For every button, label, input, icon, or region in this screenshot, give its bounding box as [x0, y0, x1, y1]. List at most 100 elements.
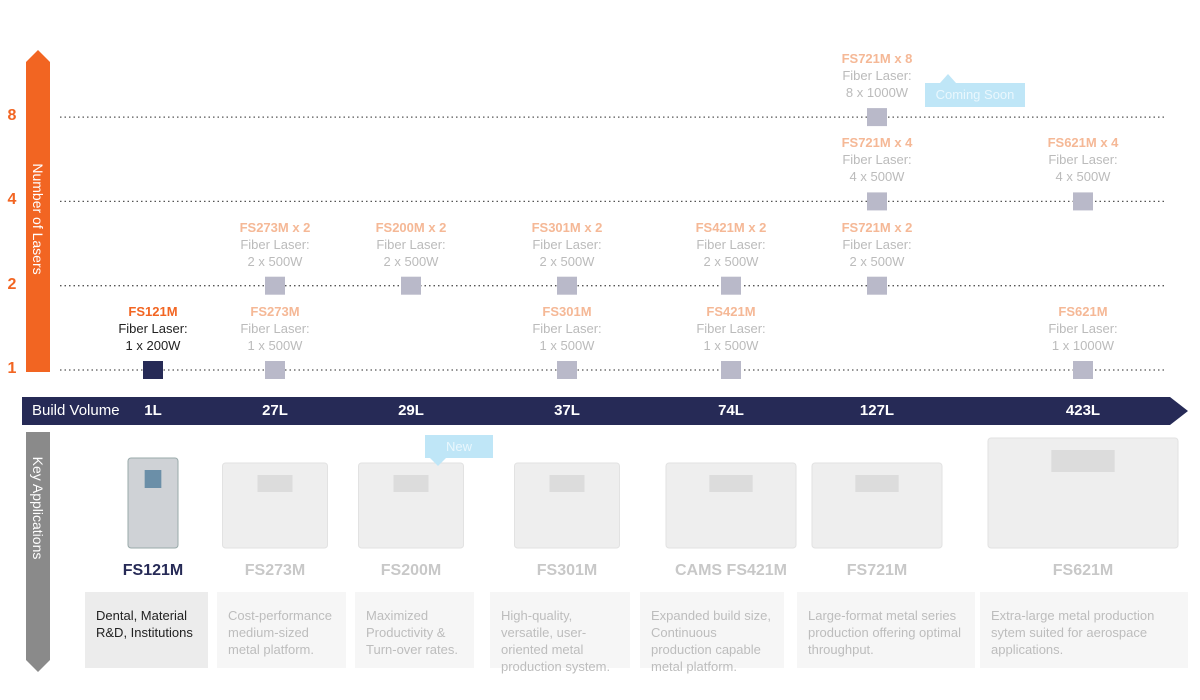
- product-description: Dental, Material R&D, Institutions: [85, 592, 208, 668]
- build-volume: 74L: [718, 402, 744, 419]
- laser-marker: [721, 276, 741, 295]
- config-name: FS621M x 4: [1047, 135, 1119, 151]
- config-name: FS301M: [542, 304, 592, 319]
- product-name: FS621M: [1052, 562, 1114, 579]
- laser-type: Fiber Laser:: [118, 321, 188, 336]
- product-description: High-quality, versatile, user-oriented m…: [490, 592, 630, 674]
- product-name: FS200M: [380, 562, 442, 579]
- product-description: Extra-large metal production sytem suite…: [980, 592, 1188, 668]
- config-label: FS273M x 2 Fiber Laser: 2 x 500W: [205, 219, 345, 270]
- product-image: [222, 462, 328, 549]
- config-name: FS421M x 2: [695, 219, 767, 235]
- product-screen: [549, 475, 585, 492]
- config-name: FS721M x 2: [841, 219, 913, 235]
- coming-soon-badge: [925, 74, 1025, 107]
- laser-marker: [1073, 192, 1093, 211]
- build-volume-arrow: [22, 397, 1188, 425]
- product-screen: [257, 475, 293, 492]
- build-volume: 29L: [398, 402, 424, 419]
- product-image: [358, 462, 464, 549]
- y-tick-label: 8: [7, 107, 17, 125]
- new-text: New: [445, 439, 472, 454]
- product-images: [127, 437, 1179, 549]
- build-volume: 1L: [144, 402, 162, 419]
- laser-type: Fiber Laser:: [842, 236, 912, 252]
- new-badge: [425, 435, 493, 466]
- laser-type: Fiber Laser:: [842, 68, 912, 84]
- laser-type: Fiber Laser:: [532, 321, 602, 336]
- product-image: [811, 462, 943, 549]
- config-name: FS721M x 4: [841, 135, 913, 151]
- laser-marker: [265, 276, 285, 295]
- laser-spec: 2 x 500W: [703, 253, 759, 269]
- product-name: FS721M: [846, 562, 908, 579]
- product-image: [665, 462, 797, 549]
- laser-type: Fiber Laser:: [240, 321, 310, 336]
- product-image: [127, 457, 179, 549]
- laser-type: Fiber Laser:: [1048, 152, 1118, 168]
- laser-spec: 2 x 500W: [383, 253, 439, 269]
- config-label: FS621M Fiber Laser: 1 x 1000W: [1013, 303, 1153, 354]
- laser-spec: 8 x 1000W: [845, 85, 909, 101]
- laser-marker: [721, 361, 741, 379]
- laser-marker: [143, 361, 163, 379]
- config-name: FS273M x 2: [239, 219, 311, 235]
- y-tick-label: 1: [7, 360, 17, 377]
- y-axis-label: Number of Lasers: [30, 163, 46, 275]
- config-name: FS273M: [250, 304, 300, 319]
- build-volume: 37L: [554, 402, 580, 419]
- product-description: Maximized Productivity & Turn-over rates…: [355, 592, 474, 668]
- product-image: [987, 437, 1179, 549]
- product-name: CAMS FS421M: [674, 562, 788, 579]
- build-volume: 127L: [859, 402, 895, 419]
- laser-type: Fiber Laser:: [240, 236, 310, 252]
- applications-label: Key Applications: [30, 456, 46, 560]
- laser-marker: [557, 361, 577, 379]
- laser-spec: 1 x 500W: [703, 338, 759, 353]
- product-screen: [709, 475, 753, 492]
- product-name: FS121M: [122, 562, 184, 579]
- laser-axis-arrow: [26, 50, 50, 372]
- laser-spec: 4 x 500W: [1055, 169, 1111, 185]
- config-label: FS721M x 8 Fiber Laser: 8 x 1000W: [807, 50, 947, 101]
- build-volume: 27L: [262, 402, 288, 419]
- laser-marker: [1073, 361, 1093, 379]
- product-name: FS301M: [536, 562, 598, 579]
- config-label: FS121M Fiber Laser: 1 x 200W: [83, 303, 223, 354]
- laser-spec: 2 x 500W: [247, 253, 303, 269]
- laser-marker: [867, 276, 887, 295]
- config-name: FS301M x 2: [531, 219, 603, 235]
- config-label: FS301M Fiber Laser: 1 x 500W: [497, 303, 637, 354]
- laser-spec: 1 x 500W: [539, 338, 595, 353]
- product-screen: [855, 475, 899, 492]
- product-image: [514, 462, 620, 549]
- laser-spec: 4 x 500W: [849, 169, 905, 185]
- laser-type: Fiber Laser:: [1048, 321, 1118, 336]
- config-name: FS200M x 2: [375, 219, 447, 235]
- build-volume: 423L: [1065, 402, 1101, 419]
- config-label: FS421M x 2 Fiber Laser: 2 x 500W: [661, 219, 801, 270]
- laser-marker: [557, 276, 577, 295]
- config-label: FS621M x 4 Fiber Laser: 4 x 500W: [1013, 134, 1153, 185]
- config-label: FS721M x 2 Fiber Laser: 2 x 500W: [807, 219, 947, 270]
- applications-arrow: [26, 432, 50, 672]
- config-label: FS301M x 2 Fiber Laser: 2 x 500W: [497, 219, 637, 270]
- laser-marker: [867, 192, 887, 211]
- config-label: FS200M x 2 Fiber Laser: 2 x 500W: [341, 219, 481, 270]
- laser-marker: [867, 108, 887, 127]
- build-volume-label: Build Volume: [32, 402, 120, 419]
- product-screen: [144, 470, 162, 488]
- grid: [60, 108, 1165, 379]
- config-name: FS421M: [706, 304, 756, 319]
- config-name: FS621M: [1058, 304, 1108, 319]
- laser-type: Fiber Laser:: [696, 236, 766, 252]
- y-tick-label: 4: [7, 191, 17, 209]
- laser-spec: 1 x 1000W: [1051, 338, 1115, 353]
- product-description: Expanded build size, Continuous producti…: [640, 592, 784, 674]
- product-screen: [1051, 450, 1115, 472]
- config-label: FS273M Fiber Laser: 1 x 500W: [205, 303, 345, 354]
- config-label: FS421M Fiber Laser: 1 x 500W: [661, 303, 801, 354]
- product-screen: [393, 475, 429, 492]
- laser-type: Fiber Laser:: [842, 152, 912, 168]
